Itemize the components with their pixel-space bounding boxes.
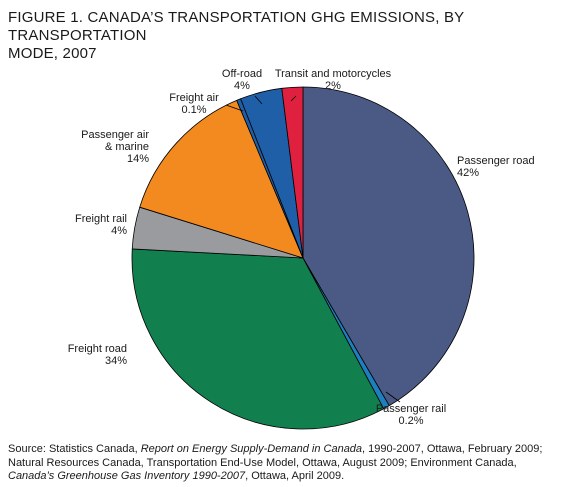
slice-labels: Passenger road 42% Passenger rail 0.2% Freig… xyxy=(68,68,535,427)
slice-label: Freight road 34% xyxy=(68,343,128,367)
leader-line xyxy=(225,104,244,112)
chart-title-line-1: FIGURE 1. CANADA’S TRANSPORTATION GHG EM… xyxy=(8,9,465,44)
source-line-1: Source: Statistics Canada, Report on Ene… xyxy=(8,443,568,457)
source-note: Source: Statistics Canada, Report on Ene… xyxy=(8,443,568,484)
chart-title-line-2: MODE, 2007 xyxy=(8,45,97,62)
leader-line xyxy=(385,391,401,403)
source-text: , Ottawa, April 2009. xyxy=(245,470,345,482)
pie-slice-passenger-road xyxy=(302,86,475,407)
pie-slices xyxy=(131,86,475,430)
source-text: Source: Statistics Canada, xyxy=(8,443,141,455)
leader-line xyxy=(254,95,263,105)
slice-label: Passenger rail 0.2% xyxy=(376,403,446,427)
slice-label: Freight air 0.1% xyxy=(169,92,219,116)
slice-label: Off-road 4% xyxy=(222,68,262,92)
pie-slice-passenger-air-marine xyxy=(139,99,304,259)
leader-lines xyxy=(225,95,401,403)
slice-label: Passenger air & marine 14% xyxy=(81,129,149,165)
leader-line xyxy=(290,95,297,102)
source-line-3: Canada’s Greenhouse Gas Inventory 1990-2… xyxy=(8,470,568,484)
source-inventory-title: Canada’s Greenhouse Gas Inventory 1990-2… xyxy=(8,470,246,482)
pie-slice-freight-road xyxy=(131,248,385,430)
slice-label: Passenger road 42% xyxy=(457,155,535,179)
source-report-title: Report on Energy Supply-Demand in Canada xyxy=(140,443,363,455)
pie-slice-transit-and-motorcycles xyxy=(281,86,304,259)
slice-label: Freight rail 4% xyxy=(75,213,127,237)
chart-title: FIGURE 1. CANADA’S TRANSPORTATION GHG EM… xyxy=(8,9,564,63)
pie-chart: Passenger road 42% Passenger rail 0.2% Freig… xyxy=(68,68,535,430)
source-line-2: Natural Resources Canada, Transportation… xyxy=(8,456,517,469)
source-text: , 1990-2007, Ottawa, February 2009; xyxy=(362,443,543,455)
slice-label: Transit and motorcycles 2% xyxy=(275,68,392,92)
